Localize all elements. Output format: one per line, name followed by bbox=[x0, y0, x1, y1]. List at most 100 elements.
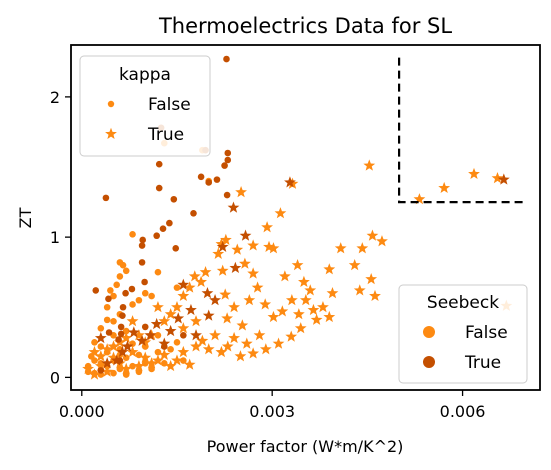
y-tick-label: 0 bbox=[50, 368, 60, 387]
data-point-star bbox=[136, 334, 148, 346]
data-point-star bbox=[247, 347, 260, 359]
data-point-circle bbox=[117, 323, 125, 331]
dashed-threshold-line bbox=[398, 57, 526, 204]
y-tick-label: 2 bbox=[50, 88, 60, 107]
data-point-circle bbox=[110, 317, 117, 325]
data-point-circle bbox=[116, 357, 124, 364]
data-point-circle bbox=[141, 289, 149, 297]
data-point-star bbox=[298, 275, 310, 288]
data-point-circle bbox=[135, 296, 143, 304]
data-point-star bbox=[317, 301, 329, 313]
data-point-star bbox=[94, 350, 107, 362]
data-point-circle bbox=[155, 160, 163, 168]
data-point-star bbox=[259, 343, 272, 355]
data-point-star bbox=[139, 336, 152, 348]
legend-seebeck-true-marker bbox=[423, 356, 435, 368]
data-point-circle bbox=[153, 232, 160, 240]
legend-seebeck: Seebeck False True bbox=[398, 284, 528, 384]
data-point-star bbox=[307, 303, 320, 316]
data-point-circle bbox=[119, 303, 127, 311]
data-point-star bbox=[239, 257, 251, 269]
data-point-star bbox=[185, 303, 197, 316]
data-point-star bbox=[334, 242, 347, 254]
data-point-star bbox=[177, 289, 190, 302]
data-point-circle bbox=[129, 301, 136, 308]
data-point-star bbox=[116, 345, 129, 358]
data-point-circle bbox=[139, 236, 147, 244]
data-point-star bbox=[209, 294, 221, 306]
data-point-star bbox=[152, 301, 164, 313]
legend-kappa-frame bbox=[79, 55, 211, 157]
data-point-star bbox=[228, 301, 240, 313]
data-point-star bbox=[183, 281, 196, 293]
y-axis-label: ZT bbox=[16, 207, 35, 228]
data-point-star bbox=[107, 340, 120, 352]
data-point-star bbox=[353, 284, 366, 296]
chart-title: Thermoelectrics Data for SL bbox=[158, 14, 452, 38]
annotation-box bbox=[398, 57, 526, 204]
data-point-star bbox=[88, 368, 101, 380]
legend-seebeck-false-label: False bbox=[465, 323, 508, 343]
data-point-star bbox=[247, 267, 260, 279]
data-point-star bbox=[190, 340, 202, 352]
legend-kappa-true-label: True bbox=[147, 125, 184, 145]
data-point-star bbox=[229, 261, 242, 273]
y-axis: 0 1 2 bbox=[50, 88, 71, 387]
data-point-star bbox=[365, 273, 378, 285]
y-tick-label: 1 bbox=[50, 228, 60, 247]
data-point-circle bbox=[141, 323, 149, 331]
data-point-circle bbox=[110, 292, 117, 300]
data-point-star bbox=[363, 159, 376, 171]
data-point-circle bbox=[223, 191, 231, 199]
x-axis: 0.000 0.003 0.006 bbox=[59, 390, 485, 421]
data-point-star bbox=[171, 354, 183, 366]
data-point-star bbox=[164, 359, 177, 372]
data-point-circle bbox=[103, 303, 111, 311]
data-point-star bbox=[278, 270, 291, 282]
data-point-star bbox=[219, 288, 232, 300]
data-point-star bbox=[284, 176, 296, 188]
data-point-star bbox=[243, 294, 256, 306]
data-point-circle bbox=[129, 231, 136, 238]
legend-kappa-false-marker bbox=[107, 100, 115, 108]
data-point-star bbox=[272, 337, 285, 349]
legend-seebeck-true-label: True bbox=[464, 353, 501, 373]
data-point-star bbox=[348, 258, 361, 271]
data-point-star bbox=[199, 266, 212, 278]
data-point-star bbox=[190, 329, 202, 341]
legend-seebeck-title: Seebeck bbox=[427, 293, 499, 313]
data-point-circle bbox=[221, 162, 228, 169]
data-point-circle bbox=[138, 259, 146, 266]
data-point-star bbox=[139, 351, 152, 363]
data-point-star bbox=[215, 237, 228, 250]
data-point-circle bbox=[122, 267, 130, 275]
data-point-star bbox=[196, 334, 209, 346]
data-point-star bbox=[304, 284, 317, 296]
data-point-star bbox=[468, 167, 480, 180]
data-point-star bbox=[164, 324, 177, 337]
data-point-star bbox=[177, 278, 190, 290]
data-point-star bbox=[216, 264, 229, 276]
data-point-circle bbox=[148, 365, 155, 373]
data-point-circle bbox=[103, 316, 111, 324]
data-point-star bbox=[202, 343, 215, 355]
data-point-star bbox=[376, 235, 388, 247]
data-point-star bbox=[195, 275, 207, 288]
data-point-star bbox=[221, 340, 234, 352]
data-point-circle bbox=[224, 156, 232, 164]
data-point-star bbox=[497, 173, 510, 185]
data-point-star bbox=[145, 357, 158, 369]
data-point-star bbox=[438, 181, 451, 194]
data-point-circle bbox=[113, 281, 120, 289]
data-point-star bbox=[285, 294, 298, 306]
data-point-circle bbox=[180, 332, 187, 339]
plot-frame bbox=[70, 44, 541, 391]
data-point-star bbox=[247, 239, 260, 251]
data-point-star bbox=[94, 359, 107, 372]
data-point-star bbox=[240, 337, 253, 349]
data-point-circle bbox=[102, 194, 110, 202]
data-point-circle bbox=[155, 184, 163, 192]
data-point-star bbox=[310, 313, 323, 325]
data-point-star bbox=[323, 263, 336, 275]
